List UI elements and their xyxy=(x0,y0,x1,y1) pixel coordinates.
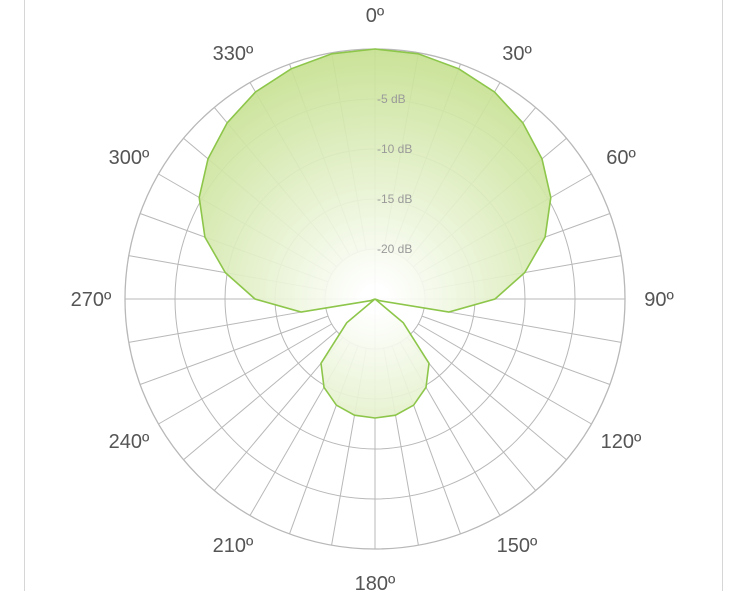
grid-spoke xyxy=(421,315,611,385)
db-label: -20 dB xyxy=(377,242,412,256)
angle-label: 90º xyxy=(644,289,674,311)
angle-label: 210º xyxy=(213,535,254,557)
polar-pattern-area xyxy=(198,48,552,419)
angle-label: 30º xyxy=(502,43,532,65)
frame-left-line xyxy=(24,0,25,591)
grid-spoke xyxy=(418,323,592,425)
grid-spoke xyxy=(424,307,622,343)
grid-spoke xyxy=(412,330,567,461)
angle-label: 120º xyxy=(601,431,642,453)
db-label: -15 dB xyxy=(377,192,412,206)
db-label: -10 dB xyxy=(377,142,412,156)
grid-spoke xyxy=(158,323,332,425)
angle-label: 60º xyxy=(606,147,636,169)
angle-label: 150º xyxy=(497,535,538,557)
angle-label: 180º xyxy=(355,573,396,591)
angle-label: 240º xyxy=(109,431,150,453)
frame-right-line xyxy=(722,0,723,591)
angle-label: 270º xyxy=(71,289,112,311)
angle-label: 0º xyxy=(366,5,385,27)
angle-labels: 0º 30º 60º 90º 120º 150º 180º 210º 240º 270º 300º 3… xyxy=(71,5,675,591)
db-label: -5 dB xyxy=(377,92,406,106)
db-labels: -5 dB -10 dB -15 dB -20 dB xyxy=(377,92,412,256)
angle-label: 330º xyxy=(213,43,254,65)
grid-spoke xyxy=(139,315,329,385)
grid-spoke xyxy=(128,307,326,343)
angle-label: 300º xyxy=(109,147,150,169)
grid-spoke xyxy=(183,330,338,461)
